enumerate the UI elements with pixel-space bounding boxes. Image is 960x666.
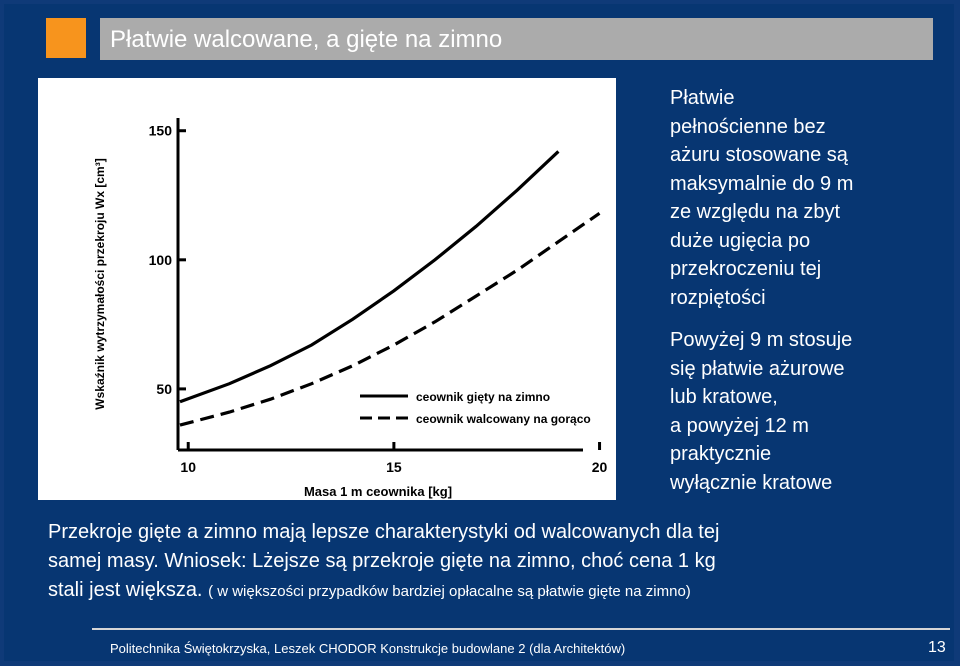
x-tick-label: 15 (386, 459, 402, 475)
x-tick-label: 10 (180, 459, 196, 475)
x-tick-label: 20 (592, 459, 608, 475)
x-axis-label: Masa 1 m ceownika [kg] (304, 484, 452, 499)
side-text-1-line: ażuru stosowane są (670, 144, 848, 166)
footer-divider (92, 628, 950, 630)
slide-title: Płatwie walcowane, a gięte na zimno (110, 26, 503, 53)
accent-square (46, 18, 86, 58)
side-text-1-line: ze względu na zbyt (670, 201, 841, 223)
y-axis-label: Wskaźnik wytrzymałości przekroju Wx [cm³… (93, 158, 107, 409)
body-line: stali jest większa. ( w większości przyp… (48, 576, 908, 606)
side-text-2-line: a powyżej 12 m (670, 414, 809, 437)
series-line-2 (179, 211, 601, 427)
side-text-1-line: duże ugięcia po (670, 229, 811, 252)
y-tick-label: 50 (156, 381, 172, 397)
body-line: samej masy. Wniosek: Lżejsze są przekroj… (48, 550, 716, 572)
side-text-1-line: pełnościenne bez (670, 115, 826, 138)
chart-svg: 50 100 150 10 15 20 Masa 1 m ceownika [kg] Wska… (93, 118, 608, 499)
chart: 50 100 150 10 15 20 Masa 1 m ceownika [kg] Wska… (38, 78, 616, 500)
page-number: 13 (928, 639, 946, 656)
side-text-2-line: Powyżej 9 m stosuje (670, 329, 853, 351)
side-text-2-line: się płatwie ażurowe (670, 357, 845, 380)
side-text-2: Powyżej 9 m stosuje się płatwie ażurowe … (670, 326, 950, 497)
body-line: Przekroje gięte a zimno mają lepsze char… (48, 521, 720, 543)
side-text-1-line: przekroczeniu tej (670, 258, 822, 280)
side-text-1: Płatwie pełnościenne bez ażuru stosowane… (670, 84, 950, 312)
series-line-1 (179, 150, 560, 404)
side-text-1-line: rozpiętości (670, 286, 766, 309)
y-tick-label: 100 (149, 252, 173, 268)
side-text-2-line: wyłącznie kratowe (670, 471, 833, 494)
footer-text: Politechnika Świętokrzyska, Leszek CHODO… (110, 641, 626, 656)
body-note: ( w większości przypadków bardziej opłac… (208, 583, 691, 600)
side-text-2-line: lub kratowe, (670, 386, 778, 408)
title-bar: Płatwie walcowane, a gięte na zimno (100, 18, 933, 60)
legend-label: ceownik walcowany na gorąco (416, 412, 591, 426)
side-text-1-line: Płatwie (670, 87, 735, 109)
body-text: Przekroje gięte a zimno mają lepsze char… (48, 518, 908, 606)
legend-label: ceownik gięty na zimno (416, 390, 550, 404)
side-text-1-line: maksymalnie do 9 m (670, 172, 854, 195)
side-text-2-line: praktycznie (670, 443, 772, 465)
y-tick-label: 150 (149, 123, 173, 139)
body-line-text: stali jest większa. (48, 579, 203, 601)
